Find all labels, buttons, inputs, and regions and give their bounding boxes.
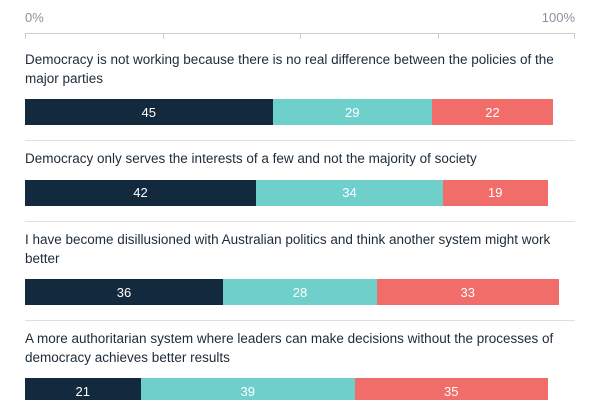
axis-label-100: 100% (541, 10, 575, 25)
bar-segment-3: 35 (355, 378, 548, 400)
axis-tick (437, 34, 439, 39)
bar-value-label: 21 (75, 383, 90, 399)
top-axis: 0% 100% (25, 8, 575, 39)
chart-row: I have become disillusioned with Austral… (25, 220, 575, 320)
bar-segment-2: 28 (223, 279, 377, 306)
statement-text: Democracy is not working because there i… (25, 52, 554, 86)
bar-value-label: 33 (460, 284, 475, 300)
axis-tick (25, 34, 26, 39)
statement-text: Democracy only serves the interests of a… (25, 151, 477, 167)
chart-row: Democracy is not working because there i… (25, 42, 575, 140)
bar-segment-3: 22 (432, 99, 553, 126)
bar-value-label: 35 (444, 383, 459, 399)
bar-segment-1: 21 (25, 378, 141, 400)
axis-tick (574, 34, 575, 39)
chart-row: Democracy only serves the interests of a… (25, 140, 575, 221)
bar-value-label: 42 (133, 185, 148, 201)
bar-segment-1: 45 (25, 99, 273, 126)
bar-value-label: 28 (292, 284, 308, 300)
statement-text: A more authoritarian system where leader… (25, 331, 554, 365)
bar-value-label: 36 (116, 284, 132, 300)
bar-segment-2: 39 (140, 378, 355, 400)
stacked-bar: 36 28 33 (25, 279, 575, 306)
axis-label-0: 0% (25, 10, 44, 25)
statement-text: I have become disillusioned with Austral… (25, 231, 551, 266)
bar-segment-1: 42 (25, 179, 256, 206)
bar-value-label: 39 (240, 383, 255, 399)
chart-row: A more authoritarian system where leader… (25, 320, 575, 400)
bar-segment-1: 36 (25, 279, 223, 306)
stacked-bar: 45 29 22 (25, 99, 575, 126)
axis-tick (300, 34, 301, 39)
stacked-bar: 42 34 19 (25, 179, 575, 206)
stacked-bar: 21 39 35 (25, 378, 575, 400)
bar-value-label: 22 (485, 104, 500, 120)
bar-segment-3: 33 (377, 279, 559, 306)
axis-line (25, 33, 575, 34)
bar-segment-2: 29 (272, 99, 432, 126)
bar-value-label: 45 (141, 104, 156, 120)
bar-value-label: 19 (488, 185, 503, 201)
axis-tick (162, 34, 164, 39)
bar-segment-2: 34 (256, 179, 443, 206)
bar-segment-3: 19 (443, 179, 548, 206)
bar-value-label: 29 (345, 104, 360, 120)
bar-value-label: 34 (342, 185, 357, 201)
